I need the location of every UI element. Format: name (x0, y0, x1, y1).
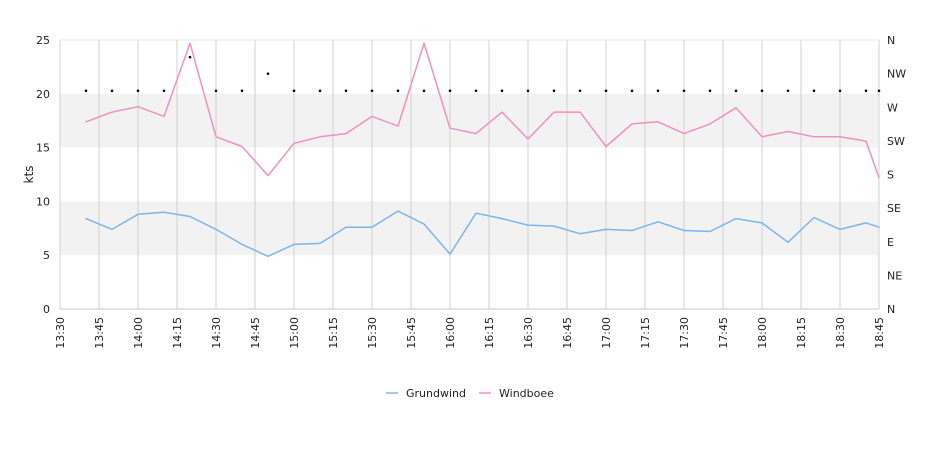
direction-point (448, 89, 452, 93)
x-tick-label: 17:15 (639, 317, 652, 349)
direction-point (84, 89, 88, 93)
direction-point (682, 89, 686, 93)
x-tick-label: 14:00 (132, 317, 145, 349)
x-tick-label: 18:00 (756, 317, 769, 349)
right-axis-label: NE (887, 269, 902, 282)
x-tick-label: 16:15 (483, 317, 496, 349)
right-axis-label: E (887, 236, 894, 249)
right-axis-label: NW (887, 68, 906, 81)
direction-point (864, 89, 868, 93)
direction-point (422, 89, 426, 93)
x-tick-label: 17:30 (678, 317, 691, 349)
y-tick-label: 25 (36, 34, 50, 47)
y-tick-label: 15 (36, 142, 50, 155)
right-axis-label: SW (887, 135, 905, 148)
direction-point (630, 89, 634, 93)
x-tick-label: 15:45 (405, 317, 418, 349)
legend-item-windboee[interactable]: Windboee (479, 387, 554, 400)
vertical-gridlines (59, 40, 880, 309)
x-tick-label: 15:15 (327, 317, 340, 349)
x-tick-label: 15:00 (288, 317, 301, 349)
direction-point (214, 89, 218, 93)
direction-point (162, 89, 166, 93)
right-axis-label: W (887, 101, 898, 114)
y-tick-label: 5 (43, 249, 50, 262)
direction-point (552, 89, 556, 93)
x-tick-label: 16:45 (561, 317, 574, 349)
direction-point (786, 89, 790, 93)
x-tick-label: 16:30 (522, 317, 535, 349)
x-tick-label: 13:30 (54, 317, 67, 349)
direction-point (292, 89, 296, 93)
series-line-grundwind (85, 210, 880, 258)
x-tick-label: 18:30 (834, 317, 847, 349)
direction-dots (84, 55, 881, 93)
right-axis-label: N (887, 303, 895, 316)
y-axis-ticks: 0 5 10 15 20 25 (36, 34, 50, 316)
plot-area (60, 39, 879, 310)
shaded-band-0 (60, 201, 879, 256)
x-tick-label: 14:30 (210, 317, 223, 349)
direction-point (604, 89, 608, 93)
direction-point (474, 89, 478, 93)
y-axis-label: kts (22, 166, 36, 184)
direction-point (396, 89, 400, 93)
legend-item-grundwind[interactable]: Grundwind (386, 387, 466, 400)
legend[interactable]: Grundwind Windboee (386, 387, 554, 400)
direction-point (877, 89, 881, 93)
y-tick-label: 0 (43, 303, 50, 316)
legend-label: Grundwind (406, 387, 466, 400)
x-tick-label: 16:00 (444, 317, 457, 349)
shaded-band-1 (60, 93, 879, 148)
direction-point (734, 89, 738, 93)
direction-point (344, 89, 348, 93)
direction-point (240, 89, 244, 93)
direction-point (656, 89, 660, 93)
series-lines (85, 42, 880, 258)
direction-point (812, 89, 816, 93)
right-axis-label: N (887, 34, 895, 47)
direction-point (838, 89, 842, 93)
right-axis-ticks: N NE E SE S SW W NW N (887, 34, 906, 316)
direction-point (708, 89, 712, 93)
direction-point (370, 89, 374, 93)
x-tick-label: 13:45 (93, 317, 106, 349)
y-tick-label: 10 (36, 195, 50, 208)
series-line-windboee (85, 42, 880, 179)
direction-point (578, 89, 582, 93)
direction-point (760, 89, 764, 93)
direction-point (526, 89, 530, 93)
direction-point (136, 89, 140, 93)
x-tick-label: 17:00 (600, 317, 613, 349)
legend-label: Windboee (499, 387, 554, 400)
x-tick-label: 17:45 (717, 317, 730, 349)
direction-point (500, 89, 504, 93)
x-axis-ticks: 13:30 13:45 14:00 14:15 14:30 14:45 15:00 15:15… (54, 317, 886, 349)
x-tick-label: 18:15 (795, 317, 808, 349)
x-tick-label: 15:30 (366, 317, 379, 349)
x-tick-label: 14:15 (171, 317, 184, 349)
direction-point (110, 89, 114, 93)
direction-point (318, 89, 322, 93)
x-tick-label: 18:45 (873, 317, 886, 349)
direction-point (188, 55, 192, 59)
y-tick-label: 20 (36, 88, 50, 101)
right-axis-label: S (887, 169, 894, 182)
right-axis-label: SE (887, 202, 901, 215)
shaded-bands (60, 93, 879, 256)
direction-point (266, 72, 270, 75)
x-tick-label: 14:45 (249, 317, 262, 349)
